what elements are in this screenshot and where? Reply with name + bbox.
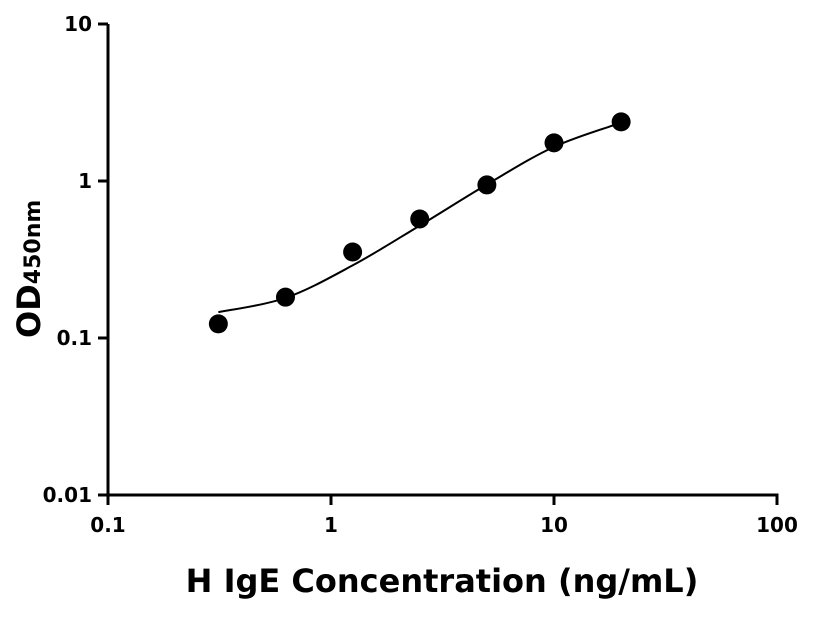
data-point: [477, 175, 497, 195]
data-point: [275, 287, 295, 307]
data-point: [410, 209, 430, 229]
y-tick-label: 0.1: [57, 326, 92, 350]
x-tick-label: 10: [540, 513, 568, 537]
data-point: [343, 242, 363, 262]
data-points: [208, 112, 631, 334]
y-axis-label-main: OD: [10, 284, 48, 338]
data-point: [208, 314, 228, 334]
x-tick-label: 0.1: [90, 513, 125, 537]
data-point: [544, 133, 564, 153]
x-tick-label: 1: [324, 513, 338, 537]
y-tick-label: 10: [64, 12, 92, 36]
axes: 0.1 1 10 100 0.01 0.1 1 10: [43, 12, 798, 537]
y-tick-label: 0.01: [43, 483, 92, 507]
x-axis-label: H IgE Concentration (ng/mL): [186, 562, 699, 600]
y-axis-label-sub: 450nm: [21, 200, 46, 285]
y-axis-label: OD450nm: [10, 200, 48, 338]
x-tick-label: 100: [756, 513, 798, 537]
y-tick-label: 1: [78, 169, 92, 193]
data-point: [611, 112, 631, 132]
